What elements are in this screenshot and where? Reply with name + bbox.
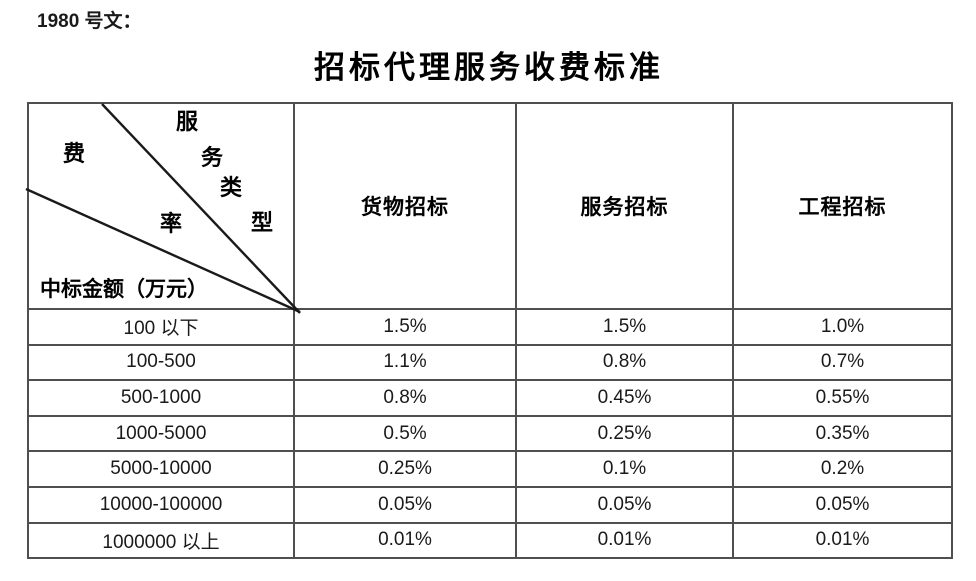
corner-label-service-type-char: 类: [219, 175, 243, 200]
fee-table: 服 务 类 型 费 率 中标金额（万元） 货物招标 服务招标 工程招标 100 …: [25, 102, 953, 560]
diagonal-lines: [25, 103, 301, 314]
column-header-engineering-bidding: 工程招标: [734, 104, 953, 310]
amount-range-cell: 1000-5000: [29, 416, 295, 453]
amount-range-cell: 100 以下: [29, 310, 295, 346]
rate-cell: 0.05%: [295, 487, 517, 524]
amount-range-cell: 100-500: [29, 345, 295, 382]
corner-header-cell: 服 务 类 型 费 率 中标金额（万元）: [25, 103, 301, 314]
rate-cell: 0.05%: [517, 487, 734, 524]
rate-cell: 0.01%: [295, 523, 517, 560]
amount-range-cell: 1000000 以上: [29, 523, 295, 560]
rate-cell: 0.05%: [734, 487, 953, 524]
rate-cell: 0.01%: [734, 523, 953, 560]
corner-label-fee-rate-char: 率: [159, 211, 183, 236]
amount-range-cell: 500-1000: [29, 381, 295, 417]
row-axis-label: 中标金额（万元）: [40, 277, 208, 301]
rate-cell: 0.2%: [734, 452, 953, 488]
amount-range-cell: 5000-10000: [29, 452, 295, 488]
doc-ref: 1980 号文：: [37, 11, 142, 32]
rate-cell: 1.0%: [734, 310, 953, 346]
rate-cell: 0.55%: [734, 381, 953, 417]
rate-cell: 0.1%: [517, 452, 734, 488]
rate-cell: 0.7%: [734, 345, 953, 382]
rate-cell: 0.8%: [517, 345, 734, 382]
rate-cell: 0.5%: [295, 416, 517, 453]
rate-cell: 0.25%: [517, 416, 734, 453]
rate-cell: 0.45%: [517, 381, 734, 417]
rate-cell: 1.5%: [517, 310, 734, 346]
rate-cell: 1.1%: [295, 345, 517, 382]
corner-label-service-type-char: 服: [175, 109, 199, 134]
rate-cell: 0.8%: [295, 381, 517, 417]
column-header-goods-bidding: 货物招标: [295, 104, 517, 310]
corner-label-service-type-char: 型: [250, 210, 274, 235]
rate-cell: 1.5%: [295, 310, 517, 346]
amount-range-cell: 10000-100000: [29, 487, 295, 524]
corner-label-service-type-char: 务: [200, 145, 224, 170]
page-title: 招标代理服务收费标准: [314, 50, 664, 85]
rate-cell: 0.35%: [734, 416, 953, 453]
rate-cell: 0.25%: [295, 452, 517, 488]
corner-label-fee-rate-char: 费: [62, 141, 86, 166]
column-header-services-bidding: 服务招标: [517, 104, 734, 310]
rate-cell: 0.01%: [517, 523, 734, 560]
